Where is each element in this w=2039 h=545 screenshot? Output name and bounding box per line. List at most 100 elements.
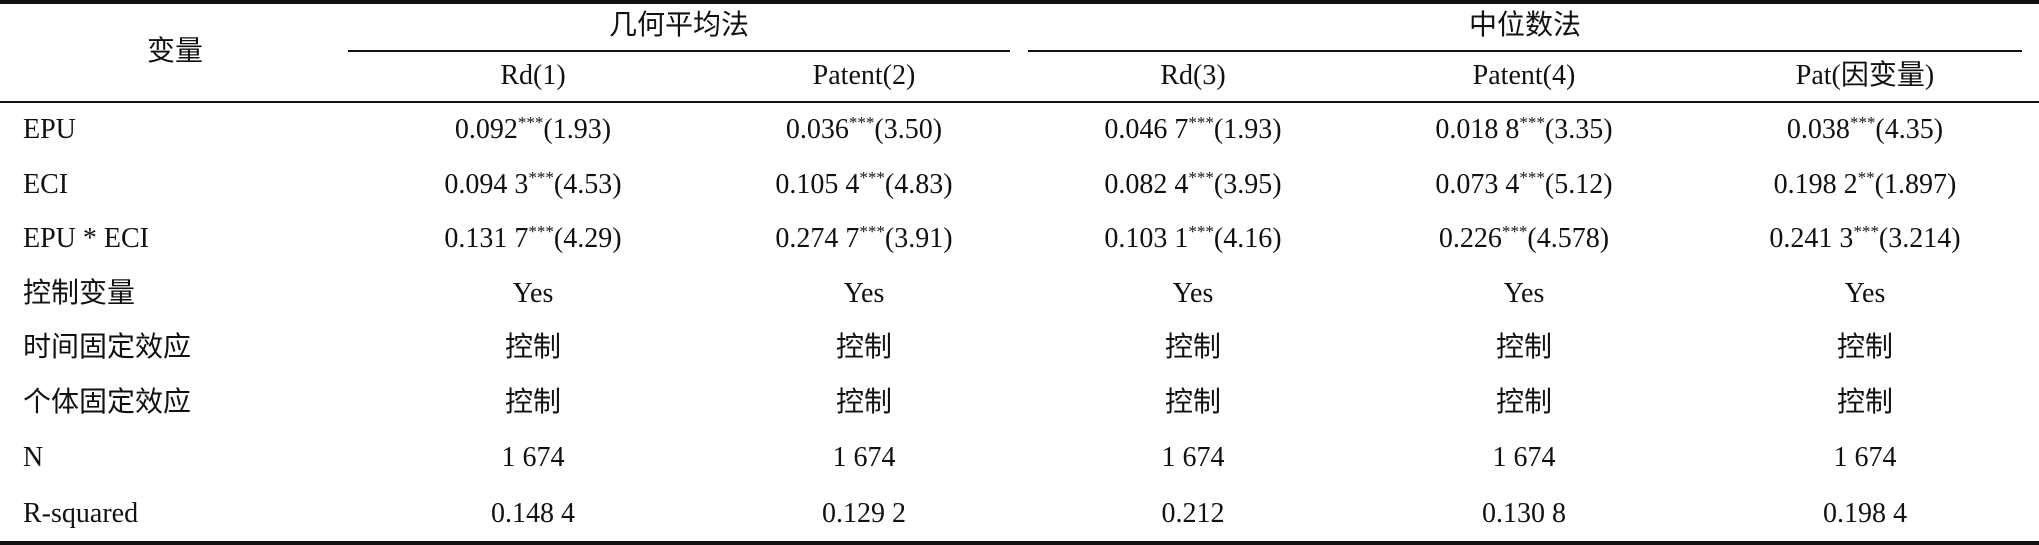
significance: *** [1519,113,1545,132]
coefficient: 0.036 [785,114,849,145]
coefficient: 0.046 7 [1104,114,1189,145]
cell: 0.046 7***(1.93) [1104,113,1282,145]
significance: *** [859,168,885,187]
t-statistic: (5.12) [1544,169,1613,200]
cell: 0.038***(4.35) [1787,113,1944,145]
cell: 0.226***(4.578) [1438,222,1610,254]
cell: 0.036***(3.50) [785,113,943,145]
significance: *** [528,222,554,241]
cell: 0.073 4***(5.12) [1435,168,1613,200]
cell: 控制 [1495,332,1553,363]
significance: *** [848,113,875,132]
cell: 0.212 [1161,498,1225,529]
header-rule [0,101,2039,103]
cell: 0.130 8 [1482,498,1566,529]
significance: *** [528,168,554,187]
cell: 1 674 [832,442,896,473]
coefficient: 0.198 2 [1773,169,1858,200]
significance: *** [1501,222,1528,241]
cell: 控制 [1495,387,1553,418]
row-label: EPU * ECI [23,223,149,254]
group-title: 几何平均法 [608,10,750,41]
coefficient: 0.103 1 [1104,223,1189,254]
cell: 控制 [504,387,562,418]
stub-header: 变量 [146,36,204,67]
t-statistic: (4.53) [553,169,622,200]
significance: *** [1188,168,1214,187]
row-label: 控制变量 [23,278,136,309]
row-label: ECI [23,169,69,200]
coefficient: 0.241 3 [1769,223,1854,254]
group-rule [348,50,1010,52]
cell: 0.105 4***(4.83) [775,168,953,200]
t-statistic: (4.35) [1875,114,1944,145]
coefficient: 0.226 [1438,223,1502,254]
cell: 1 674 [501,442,565,473]
group-title: 中位数法 [1468,10,1582,41]
cell: 0.198 4 [1823,498,1907,529]
t-statistic: (3.50) [874,114,943,145]
column-header: Patent(4) [1472,60,1576,91]
significance: *** [859,222,885,241]
t-statistic: (4.578) [1527,223,1610,254]
cell: 0.018 8***(3.35) [1435,113,1613,145]
coefficient: 0.082 4 [1104,169,1189,200]
significance: *** [517,113,544,132]
coefficient: 0.274 7 [775,223,860,254]
row-label: EPU [23,114,76,145]
cell: 控制 [1836,387,1894,418]
t-statistic: (4.83) [884,169,953,200]
t-statistic: (1.93) [1213,114,1282,145]
bottom-rule [0,541,2039,545]
t-statistic: (3.35) [1544,114,1613,145]
row-label: 时间固定效应 [23,332,192,363]
column-header: Rd(1) [500,60,566,91]
row-label: 个体固定效应 [23,387,192,418]
coefficient: 0.105 4 [775,169,860,200]
cell: Yes [512,278,554,309]
t-statistic: (1.93) [543,114,612,145]
t-statistic: (1.897) [1874,169,1957,200]
t-statistic: (3.214) [1878,223,1961,254]
row-label: N [23,442,44,473]
cell: Yes [1503,278,1545,309]
cell: 0.129 2 [822,498,906,529]
significance: ** [1857,168,1875,187]
cell: 控制 [1164,332,1222,363]
cell: Yes [1844,278,1886,309]
coefficient: 0.094 3 [444,169,529,200]
cell: 1 674 [1492,442,1556,473]
top-rule [0,0,2039,4]
coefficient: 0.092 [454,114,518,145]
t-statistic: (4.29) [553,223,622,254]
significance: *** [1853,222,1879,241]
cell: 0.198 2**(1.897) [1773,168,1957,200]
cell: 控制 [835,387,893,418]
t-statistic: (3.95) [1213,169,1282,200]
row-label: R-squared [23,498,139,529]
cell: Yes [843,278,885,309]
coefficient: 0.018 8 [1435,114,1520,145]
cell: 控制 [504,332,562,363]
cell: 控制 [1836,332,1894,363]
t-statistic: (4.16) [1213,223,1282,254]
coefficient: 0.131 7 [444,223,529,254]
significance: *** [1188,113,1214,132]
cell: 0.103 1***(4.16) [1104,222,1282,254]
significance: *** [1849,113,1876,132]
cell: 控制 [1164,387,1222,418]
column-header: Patent(2) [812,60,916,91]
cell: 控制 [835,332,893,363]
cell: 0.131 7***(4.29) [444,222,622,254]
cell: 0.094 3***(4.53) [444,168,622,200]
column-header: Rd(3) [1160,60,1226,91]
significance: *** [1188,222,1214,241]
significance: *** [1519,168,1545,187]
cell: 1 674 [1161,442,1225,473]
cell: 0.082 4***(3.95) [1104,168,1282,200]
cell: Yes [1172,278,1214,309]
cell: 0.092***(1.93) [454,113,612,145]
cell: 0.241 3***(3.214) [1769,222,1961,254]
cell: 1 674 [1833,442,1897,473]
